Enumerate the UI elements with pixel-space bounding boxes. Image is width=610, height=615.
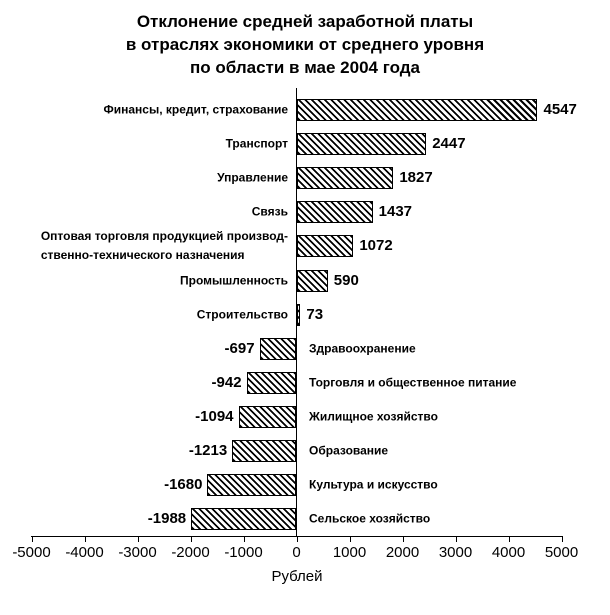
chart-title-line-3: по области в мае 2004 года	[189, 58, 420, 77]
x-axis-tick	[243, 536, 245, 542]
bar	[259, 337, 297, 360]
x-axis-title: Рублей	[271, 568, 323, 585]
x-axis-tick	[402, 536, 404, 542]
x-axis-tick-label: 1000	[332, 544, 367, 561]
bar	[296, 167, 394, 190]
x-axis-tick	[190, 536, 192, 542]
bar-category-label: Оптовая торговля продукцией производ- ст…	[40, 229, 288, 263]
bar-value-label: -1094	[195, 407, 234, 425]
bar-value-label: -1680	[164, 476, 203, 494]
x-axis-tick-label: 0	[292, 544, 301, 561]
bar-category-label: Жилищное хозяйство	[309, 409, 438, 424]
bar	[207, 474, 297, 497]
bar	[296, 133, 427, 156]
chart-title-line-1: Отклонение средней заработной платы	[136, 12, 474, 31]
x-axis-tick-label: -5000	[12, 544, 51, 561]
x-axis-tick-label: -4000	[65, 544, 104, 561]
bar-value-label: -942	[211, 373, 242, 391]
bar-value-label: 1072	[359, 237, 393, 255]
bar	[232, 440, 297, 462]
x-axis-tick	[137, 536, 139, 542]
bar-value-label: 4547	[543, 101, 577, 118]
chart-title-line-2: в отраслях экономики от среднего уровня	[125, 35, 485, 54]
x-axis-tick-label: 3000	[438, 544, 473, 561]
bar-category-label: Торговля и общественное питание	[309, 375, 517, 390]
x-axis-tick-label: -1000	[224, 544, 263, 561]
bar-value-label: 590	[333, 271, 359, 289]
x-axis-tick	[455, 536, 457, 542]
bar-category-label: Культура и искусство	[309, 477, 438, 492]
x-axis-tick	[296, 536, 298, 542]
x-axis-tick-label: 5000	[544, 544, 579, 561]
bar	[296, 269, 328, 292]
bar-category-label: Связь	[251, 204, 288, 219]
x-axis-tick	[508, 536, 510, 542]
x-axis-tick-label: 4000	[491, 544, 526, 561]
x-axis-tick	[84, 536, 86, 542]
x-axis-tick	[349, 536, 351, 542]
x-axis-tick	[561, 536, 563, 542]
bar-category-label: Управление	[217, 170, 288, 185]
bar-category-label: Строительство	[196, 307, 288, 322]
bar-value-label: 1437	[378, 203, 413, 221]
bar	[296, 235, 354, 258]
bar	[191, 508, 297, 531]
x-axis-tick-label: -3000	[118, 544, 157, 561]
bar-category-label: Финансы, кредит, страхование	[103, 102, 288, 117]
bar	[296, 303, 301, 326]
x-axis-tick	[31, 536, 33, 542]
bar-value-label: -1988	[147, 510, 187, 528]
bar-category-label: Промышленность	[180, 273, 288, 287]
chart-title: Отклонение средней заработной платы в от…	[0, 10, 610, 79]
bar	[238, 405, 297, 428]
bar-category-label: Сельское хозяйство	[309, 511, 431, 526]
bar	[296, 201, 373, 224]
bar-value-label: 73	[306, 305, 324, 323]
bar-category-label: Транспорт	[225, 136, 288, 151]
x-axis-tick-label: -2000	[171, 544, 210, 561]
bar-value-label: -697	[224, 339, 255, 357]
bar	[246, 371, 297, 394]
bar-category-label: Образование	[309, 443, 389, 458]
bar-value-label: -1213	[188, 442, 228, 459]
x-axis-tick-label: 2000	[385, 544, 420, 561]
bar-value-label: 2447	[432, 135, 466, 153]
bar	[296, 99, 538, 121]
bar-value-label: 1827	[399, 169, 433, 187]
bar-category-label: Здравоохранение	[309, 341, 416, 356]
